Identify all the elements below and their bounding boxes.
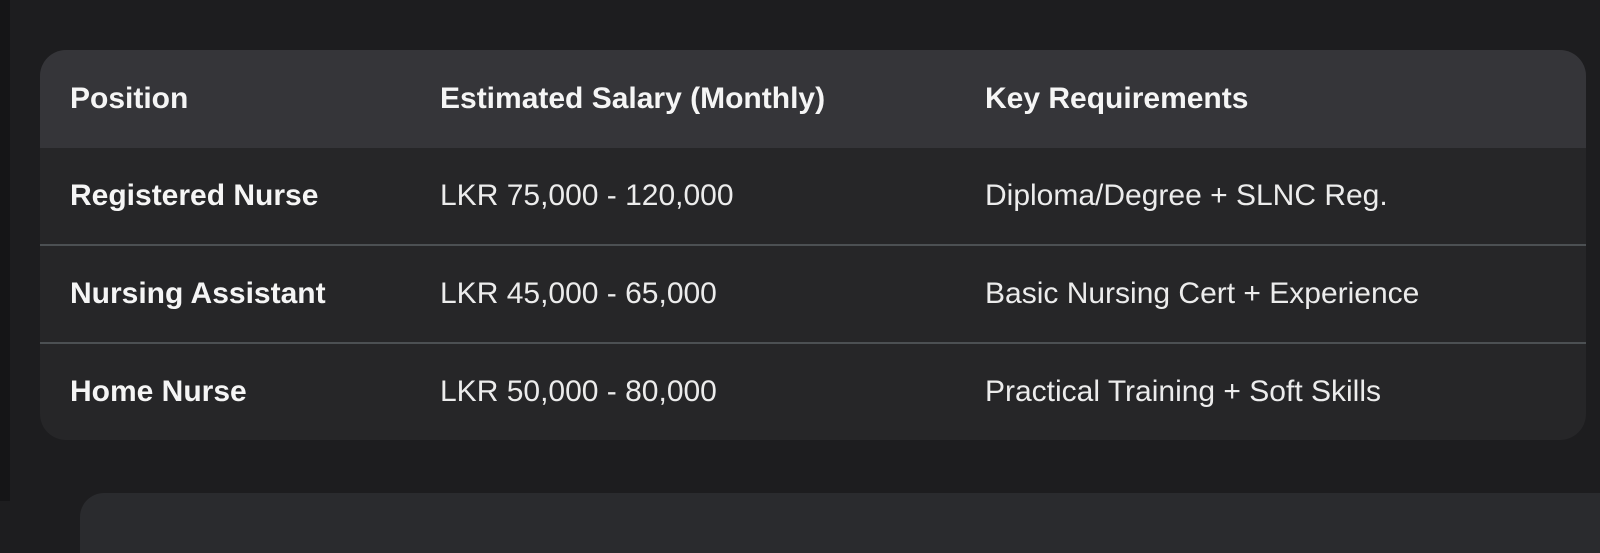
cell-requirements: Practical Training + Soft Skills <box>985 375 1381 408</box>
column-header-requirements: Key Requirements <box>985 82 1249 115</box>
column-header-salary: Estimated Salary (Monthly) <box>440 82 826 115</box>
cell-position: Registered Nurse <box>70 179 319 212</box>
column-header-position: Position <box>70 82 189 115</box>
table-row: Home Nurse LKR 50,000 - 80,000 Practical… <box>40 342 1586 440</box>
cell-position: Home Nurse <box>70 375 247 408</box>
cell-requirements: Diploma/Degree + SLNC Reg. <box>985 179 1388 212</box>
window-left-edge <box>0 0 10 501</box>
salary-table-card: Position Estimated Salary (Monthly) Key … <box>40 50 1586 440</box>
next-section-card-partial <box>80 493 1600 553</box>
cell-salary: LKR 50,000 - 80,000 <box>440 375 717 408</box>
cell-salary: LKR 45,000 - 65,000 <box>440 277 717 310</box>
table-row: Nursing Assistant LKR 45,000 - 65,000 Ba… <box>40 244 1586 342</box>
cell-position: Nursing Assistant <box>70 277 326 310</box>
table-header-row: Position Estimated Salary (Monthly) Key … <box>40 50 1586 148</box>
cell-salary: LKR 75,000 - 120,000 <box>440 179 734 212</box>
cell-requirements: Basic Nursing Cert + Experience <box>985 277 1420 310</box>
table-row: Registered Nurse LKR 75,000 - 120,000 Di… <box>40 148 1586 244</box>
